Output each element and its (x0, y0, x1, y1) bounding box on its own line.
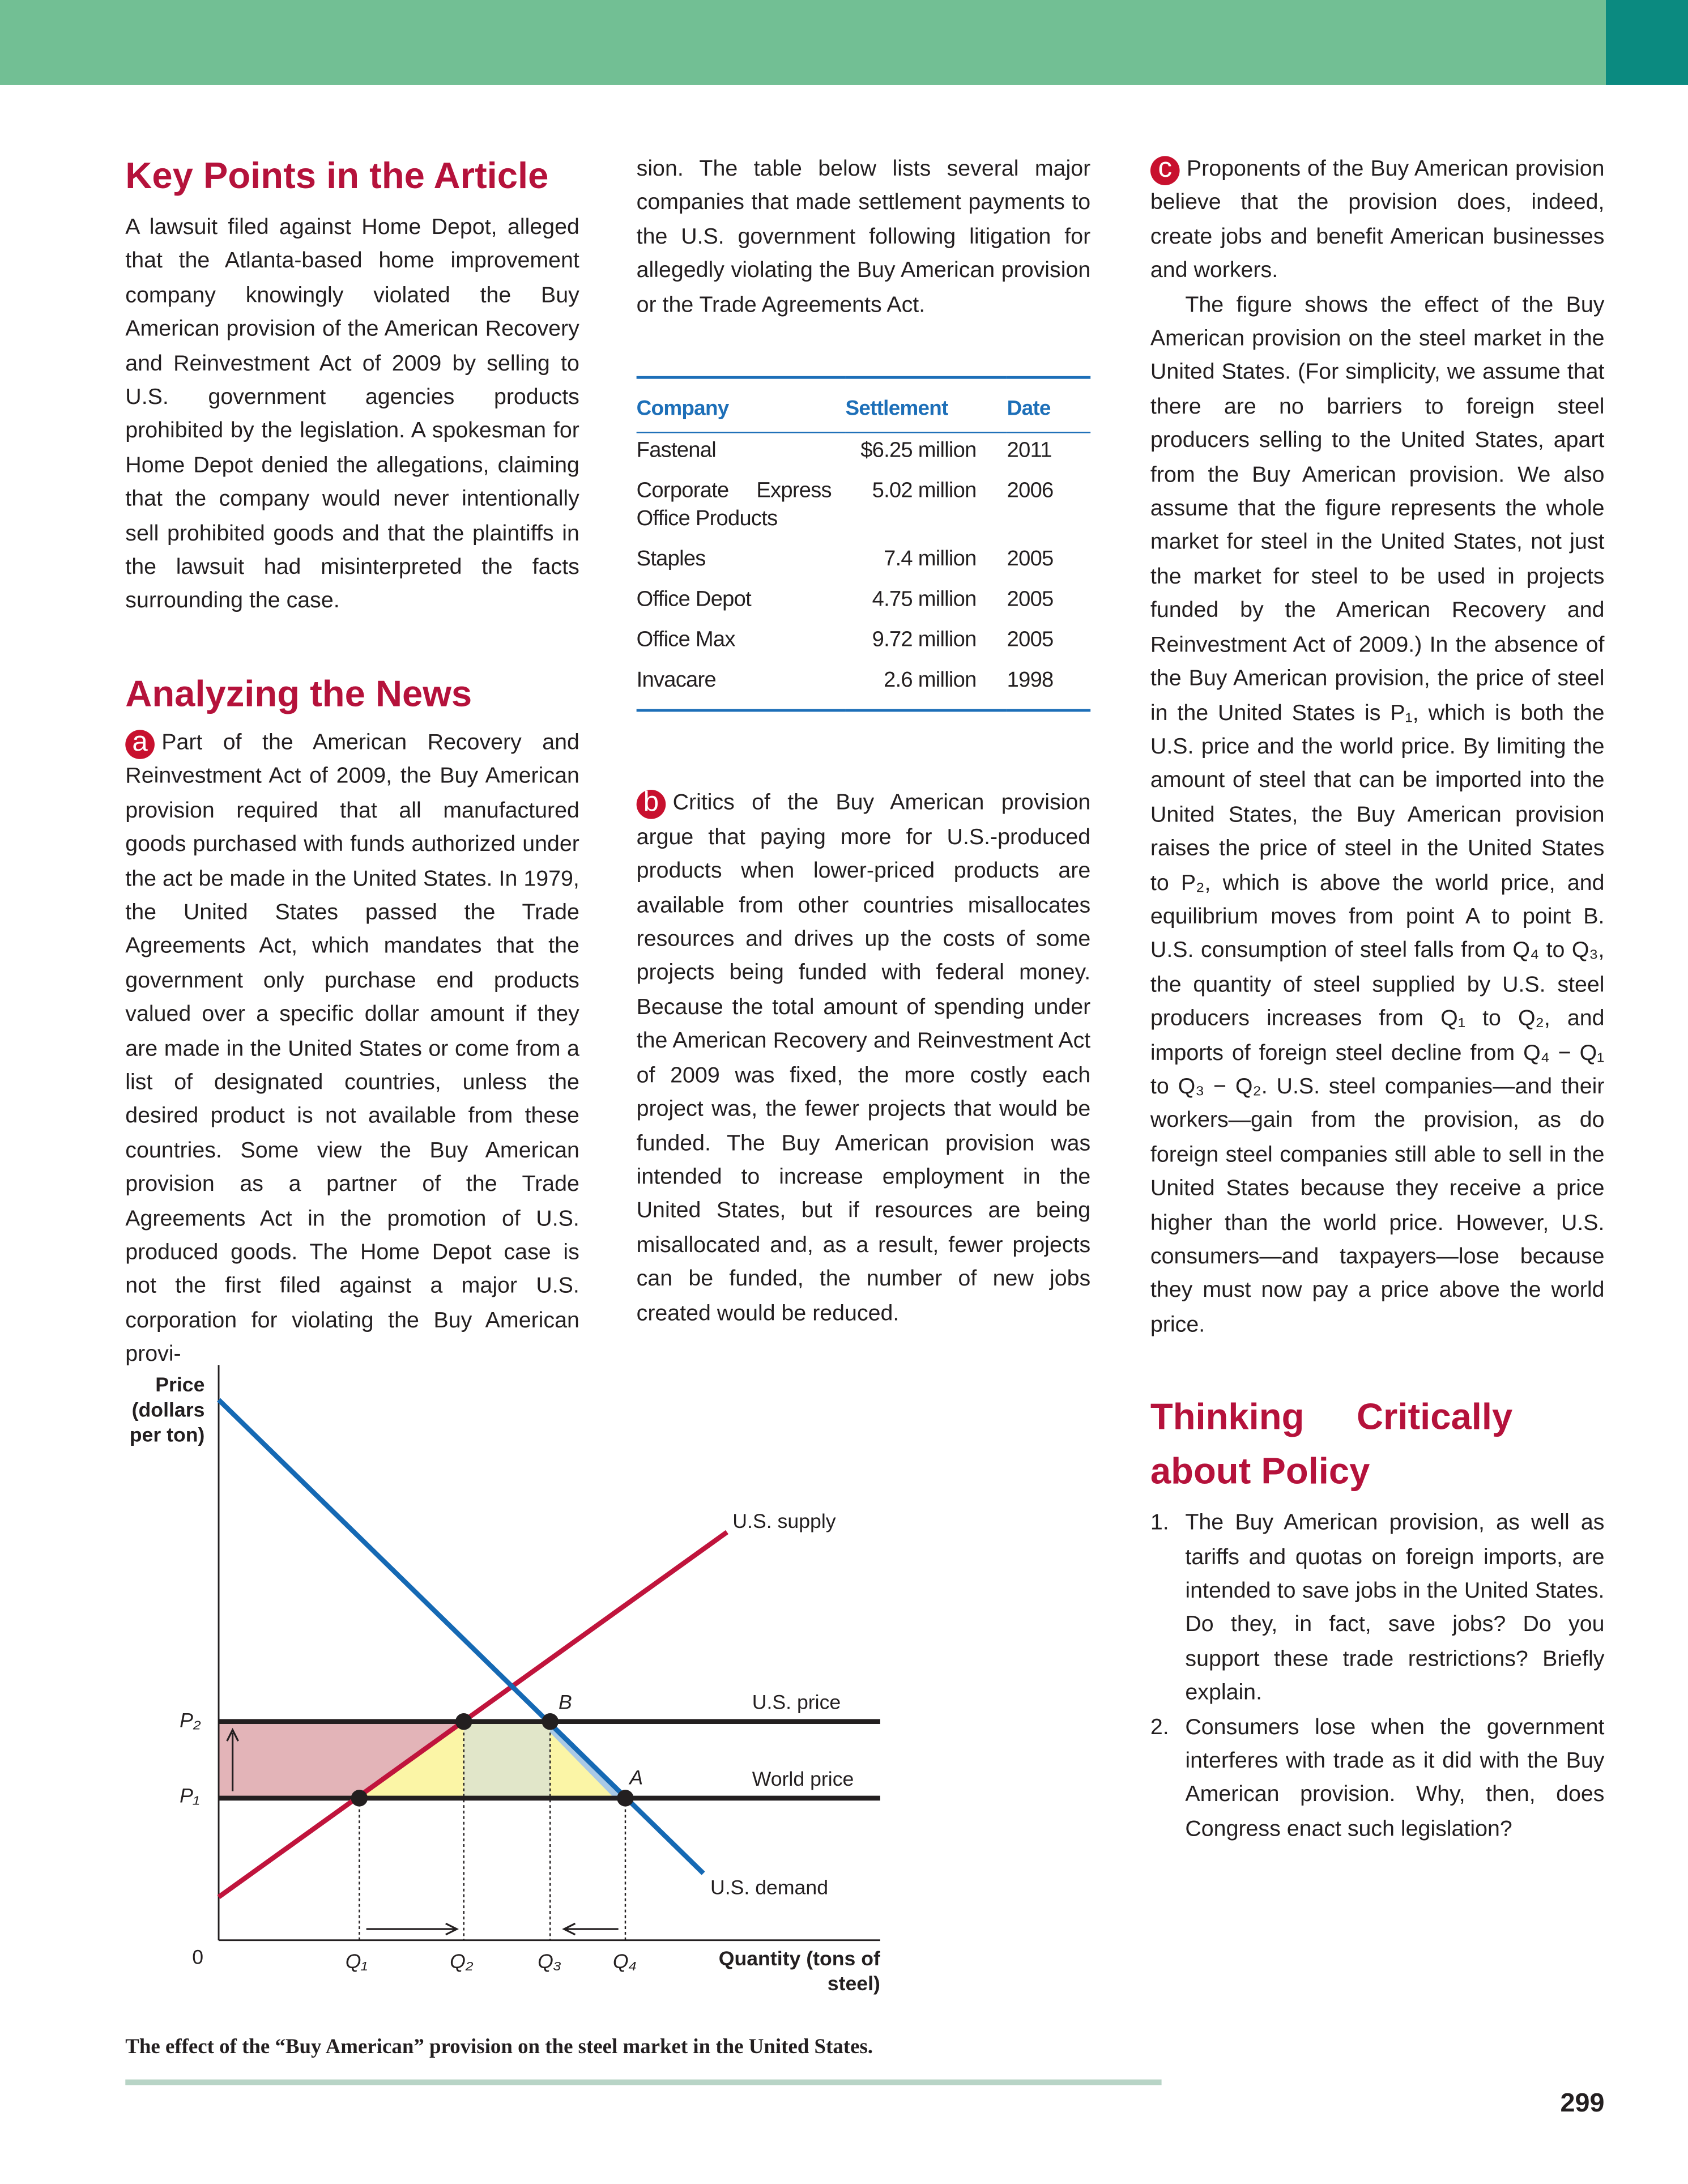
quantity-label: Q₄ (612, 1951, 637, 1974)
table-cell: Fastenal (636, 439, 717, 463)
table-row: Staples 7.4 million 2005 (637, 542, 1091, 582)
marker: c (1150, 155, 1180, 185)
quantity-label: Q₁ (345, 1951, 368, 1974)
column-3: c Proponents of the Buy American provisio… (1150, 153, 1605, 1847)
guides (359, 1721, 626, 1940)
heading: Thinking Critically about Policy (1150, 1395, 1513, 1492)
table-cell: 7.4 million (884, 548, 977, 572)
arrows (226, 1727, 619, 1936)
table-cell: 5.02 million (872, 479, 977, 504)
table-cell: 2005 (1007, 548, 1054, 572)
curve-label: U.S. demand (710, 1878, 829, 1900)
table-cell: $6.25 million (860, 439, 977, 463)
page-number: 299 (1560, 2089, 1605, 2119)
caption: The effect of the “Buy American” provisi… (125, 2036, 873, 2059)
table-cell: 9.72 million (872, 628, 977, 653)
paragraph: b Critics of the Buy American provision a… (636, 787, 1091, 1331)
table-cell: Invacare (636, 663, 846, 713)
table-row: Office Depot 4.75 million 2005 (637, 583, 1091, 623)
question: 2. Consumers lose when the government int… (1150, 1712, 1605, 1847)
point-label: A (629, 1767, 643, 1790)
column-1: Key Points in the Article A lawsuit file… (125, 149, 579, 1373)
question-number: 2. (1150, 1715, 1169, 1739)
table-row: Corporate Express Office Products 5.02 mi… (637, 474, 1091, 542)
table-row: Fastenal $6.25 million 2011 (637, 433, 1091, 474)
question-list: 1. The Buy American provision, as well as… (1150, 1508, 1605, 1847)
header-tab (1605, 0, 1688, 85)
header-cell: Date (1007, 376, 1091, 434)
area (463, 1721, 551, 1798)
table-cell: 1998 (1007, 663, 1091, 713)
column-2: sion. The table below lists several majo… (636, 153, 1091, 1331)
quantity-label: Q₂ (450, 1951, 474, 1974)
point-label: B (558, 1692, 572, 1715)
y-axis-label: Price (dollars per ton) (129, 1374, 205, 1448)
x-axis-label: Quantity (tons of steel) (718, 1948, 880, 1996)
header-cell: Company (636, 376, 846, 434)
table-cell: Office Depot (636, 588, 752, 612)
paragraph: c Proponents of the Buy American provisio… (1150, 153, 1605, 289)
quantity-label: Q₃ (538, 1951, 561, 1974)
table-cell: 2.6 million (845, 663, 1007, 713)
header-band (0, 0, 1606, 85)
supply-curve (217, 1530, 728, 1899)
heading: Key Points in the Article (125, 154, 549, 197)
table-cell: Office Max (636, 628, 736, 653)
table-cell: 4.75 million (872, 588, 977, 612)
curve-label: U.S. supply (732, 1511, 836, 1534)
heading: Analyzing the News (125, 672, 472, 714)
table-row: Office Max 9.72 million 2005 (637, 623, 1091, 663)
points (351, 1713, 634, 1807)
marker: b (636, 789, 666, 820)
header-cell: Settlement (845, 376, 1007, 434)
settlement-table: Company Settlement Date Fastenal $6.25 mi… (636, 376, 1091, 713)
price-label: P₁ (180, 1785, 200, 1808)
question-number: 1. (1150, 1512, 1169, 1535)
table-cell: 2006 (1007, 479, 1054, 504)
question: 1. The Buy American provision, as well as… (1150, 1508, 1605, 1712)
marker: a (125, 728, 155, 759)
area (219, 1721, 464, 1798)
paragraph: The figure shows the effect of the Buy A… (1150, 293, 1605, 1337)
paragraph-text: Proponents of the Buy American provision… (1150, 157, 1605, 283)
table-cell: 2005 (1007, 628, 1054, 653)
origin-label: 0 (192, 1947, 204, 1970)
table-cell: Staples (636, 548, 706, 572)
paragraph-text: Part of the American Recovery and Reinve… (125, 731, 579, 1367)
paragraph: a Part of the American Recovery and Reinv… (125, 727, 579, 1373)
curve-label: World price (752, 1769, 854, 1791)
price-label: P₂ (180, 1710, 201, 1733)
table-cell: 2005 (1007, 588, 1054, 612)
table-row: Invacare 2.6 million 1998 (636, 663, 1091, 713)
paragraph: A lawsuit filed against Home Depot, alle… (125, 216, 579, 614)
paragraph-text: Critics of the Buy American provision ar… (636, 791, 1091, 1326)
table-header: Company Settlement Date (636, 376, 1091, 434)
table-cell: Corporate Express Office Products (636, 479, 832, 531)
paragraph: sion. The table below lists several majo… (636, 157, 1091, 317)
table-body: Fastenal $6.25 million 2011 Corporate Expre… (636, 433, 1091, 713)
question-text: Consumers lose when the government inter… (1185, 1715, 1605, 1841)
curve-label: U.S. price (752, 1692, 841, 1715)
question-text: The Buy American provision, as well as t… (1185, 1512, 1605, 1705)
table-cell: 2011 (1007, 439, 1052, 463)
